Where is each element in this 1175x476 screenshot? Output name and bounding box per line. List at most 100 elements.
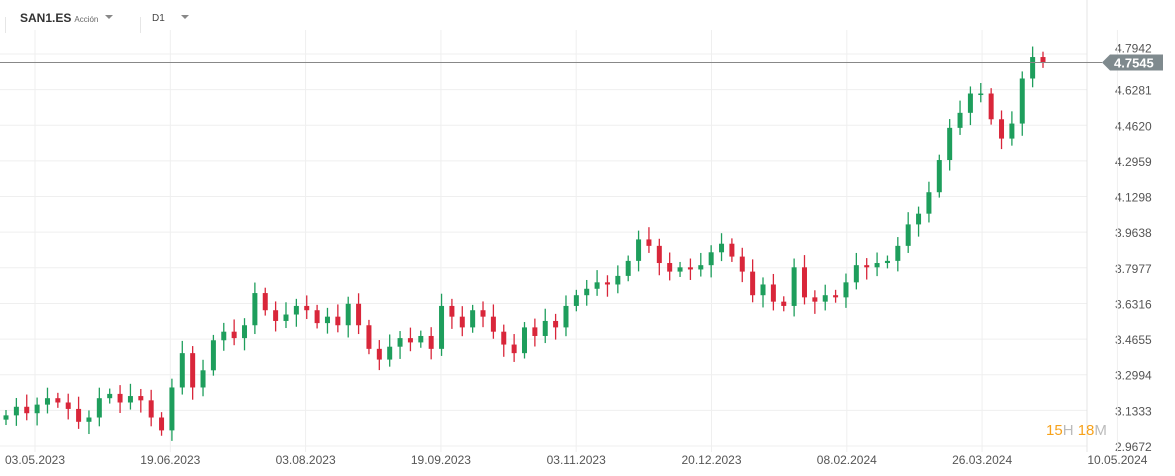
y-tick-label: 3.1333 [1115, 404, 1152, 418]
divider [5, 17, 6, 33]
candle [926, 181, 932, 223]
candle-body [687, 267, 693, 270]
candle [1009, 111, 1015, 146]
candle-body [812, 297, 818, 302]
last-price-label: 4.7545 [1114, 56, 1154, 71]
candle [24, 394, 30, 421]
candle [822, 284, 828, 311]
candle-body [760, 284, 766, 296]
candle-body [107, 393, 113, 399]
candle [584, 279, 590, 306]
candle [159, 412, 165, 436]
candle [853, 252, 859, 290]
candle-body [563, 305, 569, 328]
candle [625, 255, 631, 282]
candle-body [76, 408, 82, 422]
candle [490, 304, 496, 339]
candle-body [801, 267, 807, 298]
candle [739, 247, 745, 283]
candle-body [480, 310, 486, 317]
candle-body [242, 325, 248, 339]
candle-body [843, 282, 849, 298]
candle [428, 327, 434, 360]
candle [1019, 71, 1025, 136]
candle-body [1030, 57, 1036, 79]
candle-body [273, 310, 279, 321]
candle [708, 245, 714, 278]
candle [750, 259, 756, 303]
candle [957, 100, 963, 135]
y-tick-label: 3.4655 [1115, 333, 1152, 347]
candle-body [231, 331, 237, 339]
chart-header: SAN1.ES Acción D1 [0, 0, 300, 33]
candle-body [345, 303, 351, 326]
symbol-selector[interactable]: SAN1.ES Acción [20, 11, 98, 25]
candle-body [833, 295, 839, 298]
candle [916, 206, 922, 237]
candle [127, 383, 133, 410]
candle [687, 258, 693, 280]
candle [242, 318, 248, 351]
candle [55, 392, 61, 408]
candle [1040, 51, 1046, 68]
candle [76, 396, 82, 429]
candle-body [148, 400, 154, 418]
candle-body [646, 239, 652, 246]
candle [273, 301, 279, 332]
candle [221, 322, 227, 351]
candle [573, 289, 579, 312]
chevron-down-icon[interactable] [105, 15, 113, 19]
candle [801, 255, 807, 305]
candle [283, 302, 289, 329]
candle [812, 290, 818, 314]
candle [999, 110, 1005, 150]
candle-body [636, 239, 642, 261]
x-tick-label: 03.11.2023 [547, 453, 606, 467]
candle-body [397, 338, 403, 347]
candle-body [864, 265, 870, 268]
candle [604, 275, 610, 297]
candle [760, 277, 766, 308]
candle-body [677, 267, 683, 272]
candle [262, 287, 268, 316]
candle [532, 318, 538, 347]
x-tick-label: 08.02.2024 [817, 453, 877, 467]
candle-body [418, 335, 424, 343]
candle [905, 212, 911, 253]
candle [3, 409, 9, 426]
candle-body [159, 417, 165, 431]
candle-body [314, 310, 320, 324]
chevron-down-icon[interactable] [181, 15, 189, 19]
candle [781, 296, 787, 312]
candle-body [781, 301, 787, 306]
candle [34, 397, 40, 426]
candle-body [190, 353, 196, 388]
candle [719, 233, 725, 262]
candle-body [916, 213, 922, 225]
candle [1030, 46, 1036, 88]
candle [511, 334, 517, 362]
candle-body [127, 396, 133, 403]
candle-body [335, 316, 341, 326]
candle [594, 270, 600, 296]
candle [843, 273, 849, 308]
y-tick-label: 3.7977 [1115, 262, 1152, 276]
candle [864, 258, 870, 280]
candle [397, 331, 403, 359]
candle-body [34, 404, 40, 414]
candle [967, 86, 973, 126]
candle [480, 301, 486, 328]
candle [563, 295, 569, 337]
candle [314, 304, 320, 329]
candle-body [739, 256, 745, 272]
candle [169, 378, 175, 441]
timeframe-selector[interactable]: D1 [152, 13, 165, 24]
candle [667, 252, 673, 281]
candle-body [656, 245, 662, 264]
candle-body [874, 263, 880, 268]
candle-body [324, 316, 330, 324]
candle-body [999, 119, 1005, 139]
candle-body [439, 305, 445, 349]
candle-body [293, 305, 299, 315]
